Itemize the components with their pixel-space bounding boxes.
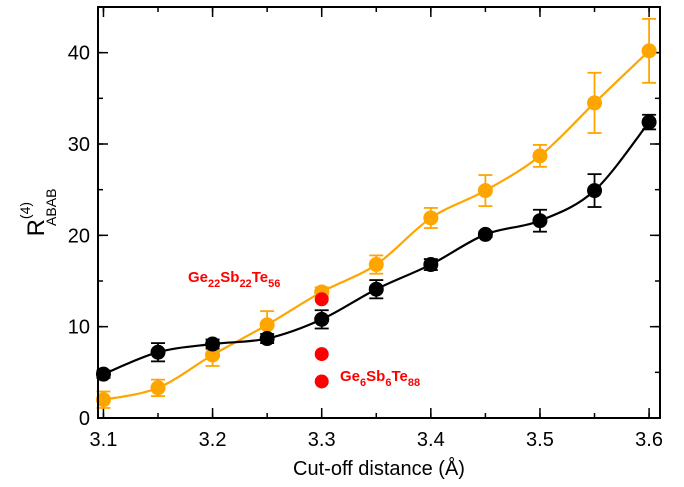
data-point: [150, 344, 166, 360]
red-point: [314, 347, 329, 362]
data-point: [587, 183, 603, 199]
data-point: [423, 257, 439, 273]
y-tick-labels: 0 10 20 30 40: [68, 43, 90, 430]
y-tick-label: 40: [68, 43, 90, 65]
data-point: [477, 183, 493, 199]
red-points-layer: [314, 292, 329, 389]
series-0: [95, 113, 657, 382]
x-axis-label: Cut-off distance (Å): [293, 457, 465, 480]
y-axis-label-superscript: (4): [17, 202, 33, 219]
y-axis-label: R(4) ABAB: [17, 189, 59, 237]
x-tick-labels: 3.1 3.2 3.3 3.4 3.5 3.6: [90, 429, 663, 451]
series-layer: [95, 17, 657, 409]
data-point: [314, 311, 330, 327]
x-tick-label: 3.2: [199, 429, 227, 451]
minor-ticks: [98, 6, 660, 419]
data-point: [95, 392, 111, 408]
series-line: [103, 121, 650, 376]
data-point: [368, 257, 384, 273]
data-point: [259, 331, 275, 347]
x-tick-label: 3.3: [308, 429, 336, 451]
major-ticks: [98, 7, 660, 419]
y-tick-label: 20: [68, 225, 90, 247]
data-point: [641, 114, 657, 130]
x-tick-label: 3.5: [526, 429, 554, 451]
data-point: [368, 281, 384, 297]
y-tick-label: 10: [68, 317, 90, 339]
y-axis-label-subscript: ABAB: [43, 189, 59, 226]
y-tick-label: 0: [79, 408, 90, 430]
series-1: [95, 17, 657, 409]
x-tick-label: 3.1: [90, 429, 118, 451]
annotation-ge6sb6te88: Ge6Sb6Te88: [340, 368, 420, 389]
y-axis-label-base: R: [23, 219, 50, 236]
data-point: [477, 226, 493, 242]
data-point: [587, 95, 603, 111]
data-point: [532, 148, 548, 164]
x-tick-label: 3.6: [635, 429, 663, 451]
data-point: [205, 336, 221, 352]
data-point: [532, 213, 548, 229]
red-point: [314, 374, 329, 389]
data-point: [150, 380, 166, 396]
x-tick-label: 3.4: [417, 429, 445, 451]
annotation-ge22sb22te56: Ge22Sb22Te56: [188, 269, 280, 290]
data-point: [259, 317, 275, 333]
y-tick-label: 30: [68, 134, 90, 156]
data-point: [641, 43, 657, 59]
data-point: [95, 366, 111, 382]
data-point: [205, 347, 221, 363]
red-point: [314, 292, 329, 307]
data-point: [423, 210, 439, 226]
plot-frame: [97, 6, 661, 419]
